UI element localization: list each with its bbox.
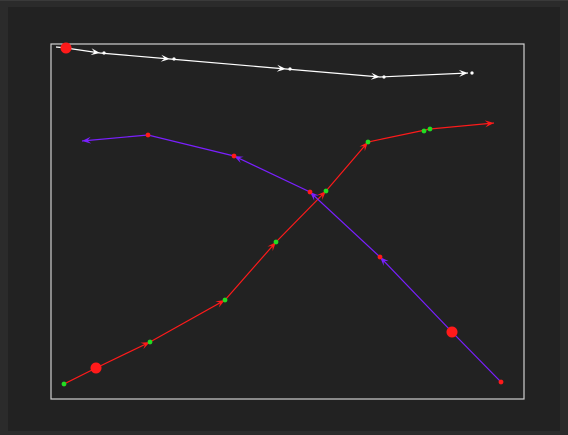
paths-layer xyxy=(55,46,502,385)
red-trajectory-waypoint-2 xyxy=(222,297,228,303)
violet-trajectory-waypoint-1 xyxy=(377,254,383,260)
white-trajectory-arrow-2 xyxy=(276,64,286,72)
white-trajectory-waypoint-4 xyxy=(382,75,386,79)
violet-trajectory-arrow-3 xyxy=(82,136,92,144)
start-marker-violet xyxy=(446,326,458,338)
white-trajectory-arrow-1 xyxy=(160,54,170,62)
white-trajectory-waypoint-3 xyxy=(288,67,292,71)
plot-canvas xyxy=(8,7,560,431)
white-trajectory-arrow-3 xyxy=(370,72,380,80)
red-trajectory-arrow-1 xyxy=(215,300,225,308)
violet-trajectory-waypoint-4 xyxy=(145,132,151,138)
points-layer xyxy=(60,42,504,387)
violet-trajectory-arrow-0 xyxy=(380,257,389,266)
red-trajectory-waypoint-5 xyxy=(365,139,371,145)
red-trajectory-arrow-3 xyxy=(317,191,326,200)
violet-trajectory-waypoint-2 xyxy=(307,189,313,195)
white-trajectory-line xyxy=(55,46,469,78)
violet-trajectory-waypoint-0 xyxy=(498,379,504,385)
red-trajectory-arrow-2 xyxy=(267,242,276,252)
red-trajectory-line xyxy=(63,122,495,385)
red-trajectory-waypoint-6 xyxy=(421,128,427,134)
start-marker-red xyxy=(90,362,102,374)
red-trajectory-arrow-4 xyxy=(359,142,368,152)
white-trajectory-waypoint-1 xyxy=(102,51,106,55)
start-marker-white xyxy=(60,42,72,54)
red-trajectory-waypoint-3 xyxy=(273,239,279,245)
plot-frame xyxy=(50,43,525,400)
red-trajectory-arrow-5 xyxy=(484,120,494,128)
violet-trajectory-waypoint-3 xyxy=(231,153,237,159)
violet-trajectory-arrow-2 xyxy=(234,156,244,164)
red-trajectory-arrow-0 xyxy=(140,342,150,350)
red-trajectory-waypoint-0 xyxy=(61,381,67,387)
red-trajectory-waypoint-1 xyxy=(147,339,153,345)
white-trajectory-waypoint-2 xyxy=(172,57,176,61)
white-trajectory-waypoint-5 xyxy=(470,71,474,75)
violet-trajectory-arrow-1 xyxy=(310,192,319,201)
white-trajectory-arrow-4 xyxy=(458,69,468,77)
white-trajectory-arrow-0 xyxy=(90,48,100,56)
red-trajectory-waypoint-4 xyxy=(323,188,329,194)
red-trajectory-waypoint-7 xyxy=(427,126,433,132)
